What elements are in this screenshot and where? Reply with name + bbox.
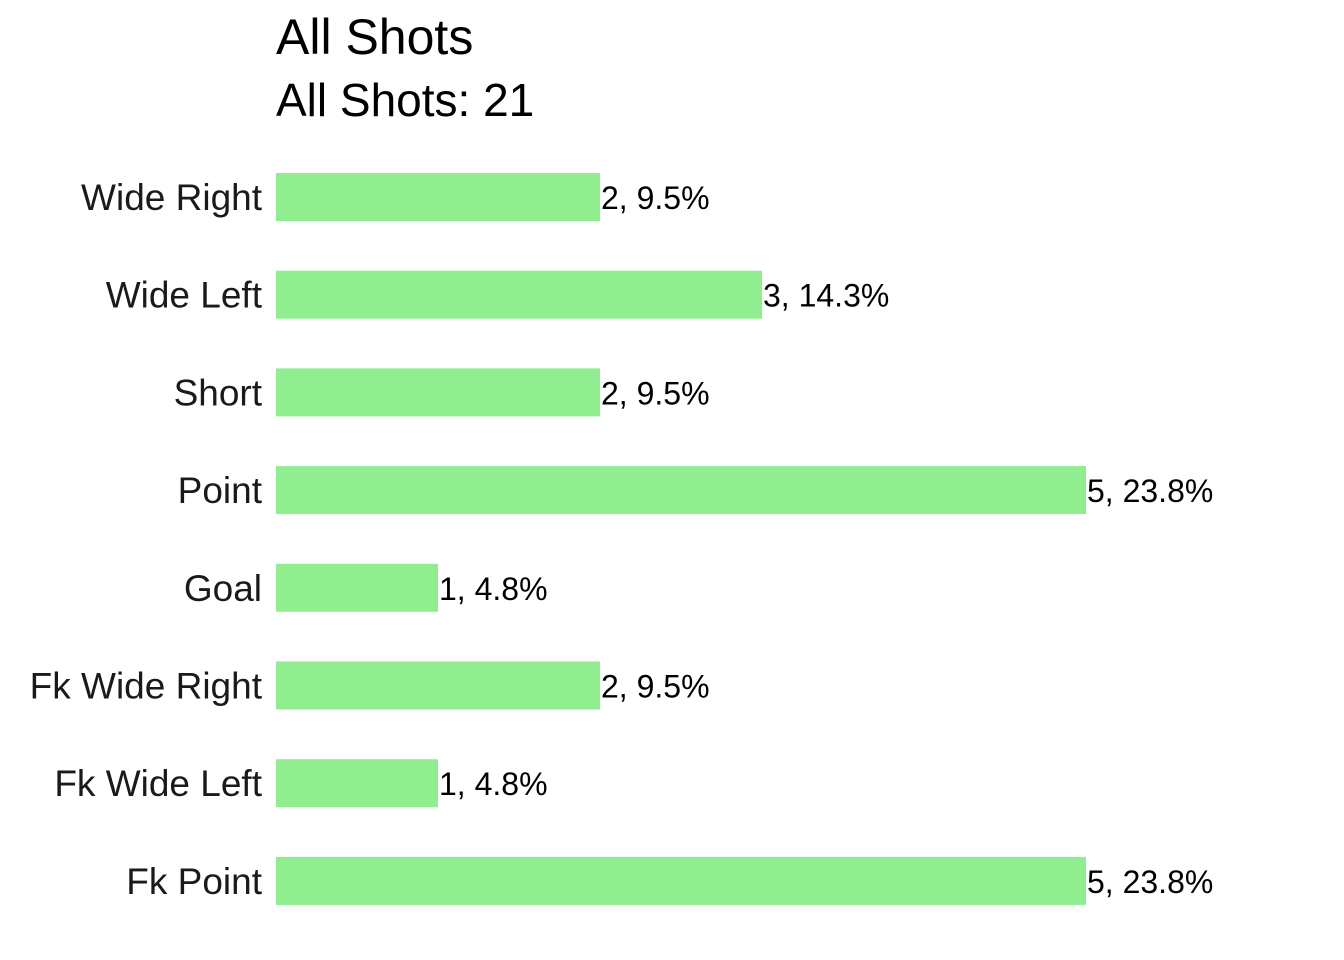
category-label: Wide Right [81,177,263,218]
category-label: Fk Wide Right [30,666,263,707]
data-label: 2, 9.5% [601,180,710,216]
chart-subtitle: All Shots: 21 [276,74,534,126]
chart-title: All Shots [276,9,473,65]
category-label: Goal [184,568,262,609]
bars-layer: Wide Right 2, 9.5% Wide Left 3, 14.3% Short 2… [30,173,1213,905]
data-label: 3, 14.3% [763,278,889,314]
data-label: 5, 23.8% [1087,864,1213,900]
bar-0 [276,173,600,221]
bar-3 [276,466,1086,515]
data-label: 1, 4.8% [439,766,548,802]
category-label: Fk Point [126,861,262,902]
data-label: 5, 23.8% [1087,473,1213,509]
data-label: 2, 9.5% [601,669,710,705]
bar-6 [276,759,438,808]
bar-1 [276,270,762,319]
bar-7 [276,856,1086,905]
bar-5 [276,661,600,710]
data-label: 2, 9.5% [601,375,710,411]
bar-2 [276,368,600,417]
category-label: Point [178,470,263,511]
category-label: Fk Wide Left [54,763,262,804]
category-label: Wide Left [106,275,263,316]
data-label: 1, 4.8% [439,571,548,607]
bar-4 [276,563,438,612]
category-label: Short [174,372,263,413]
